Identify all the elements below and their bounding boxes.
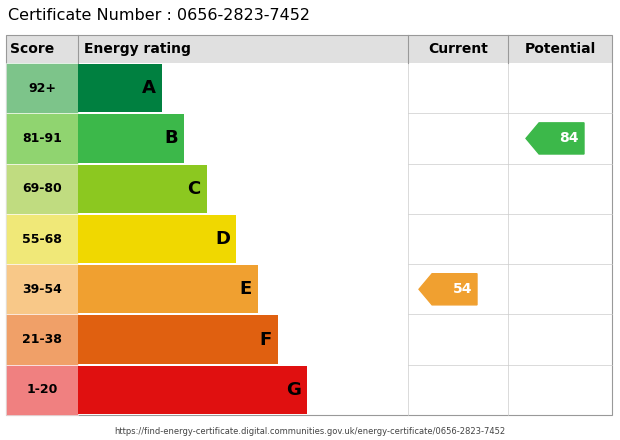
Bar	[6, 63, 78, 113]
Bar	[78, 315, 278, 364]
Bar	[78, 114, 184, 162]
Bar	[78, 165, 206, 213]
Text: 54: 54	[453, 282, 472, 296]
Text: 84: 84	[559, 132, 579, 146]
Text: Score: Score	[10, 42, 55, 56]
Text: D: D	[215, 230, 231, 248]
Text: 21-38: 21-38	[22, 333, 62, 346]
Bar	[78, 64, 162, 112]
Bar	[78, 215, 236, 263]
Bar	[6, 214, 78, 264]
Polygon shape	[526, 123, 584, 154]
Text: https://find-energy-certificate.digital.communities.gov.uk/energy-certificate/06: https://find-energy-certificate.digital.…	[115, 427, 505, 436]
Bar	[6, 264, 78, 315]
Text: 69-80: 69-80	[22, 182, 62, 195]
Text: B: B	[164, 129, 177, 147]
Bar	[6, 35, 612, 415]
Text: Current: Current	[428, 42, 488, 56]
Text: C: C	[187, 180, 201, 198]
Bar	[78, 265, 258, 313]
Text: 39-54: 39-54	[22, 283, 62, 296]
Text: 92+: 92+	[28, 82, 56, 95]
Bar	[6, 365, 78, 415]
Text: Certificate Number : 0656-2823-7452: Certificate Number : 0656-2823-7452	[8, 8, 310, 23]
Text: E: E	[239, 280, 252, 298]
Text: A: A	[142, 79, 156, 97]
Bar	[6, 35, 612, 63]
Text: 55-68: 55-68	[22, 232, 62, 246]
Text: G: G	[286, 381, 301, 399]
Text: 1-20: 1-20	[26, 383, 58, 396]
Text: Potential: Potential	[525, 42, 596, 56]
Bar	[78, 366, 308, 414]
Polygon shape	[419, 274, 477, 305]
Bar	[6, 164, 78, 214]
Bar	[6, 315, 78, 365]
Bar	[6, 113, 78, 164]
Text: F: F	[259, 330, 272, 348]
Text: 81-91: 81-91	[22, 132, 62, 145]
Text: Energy rating: Energy rating	[84, 42, 191, 56]
